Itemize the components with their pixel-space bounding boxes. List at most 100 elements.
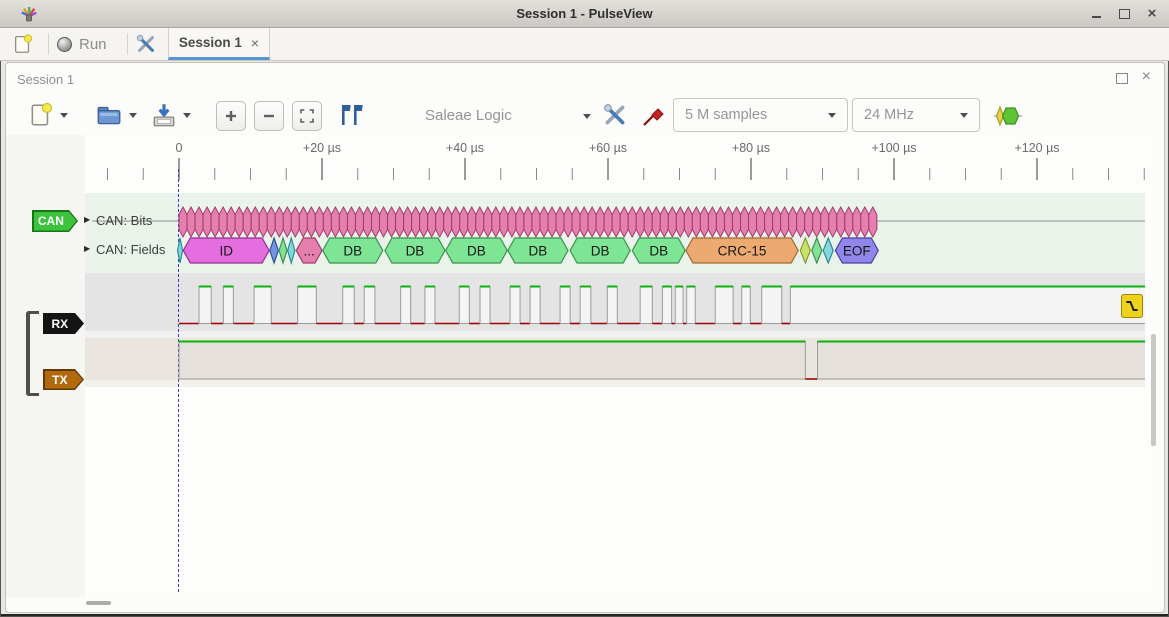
svg-text:0: 0 xyxy=(176,141,183,155)
tx-channel-tag[interactable]: TX xyxy=(43,369,84,390)
save-icon xyxy=(153,104,175,127)
svg-text:DB: DB xyxy=(529,244,548,259)
device-select-caret xyxy=(583,114,591,123)
cursor-flags-icon xyxy=(341,105,363,125)
sample-count-caret xyxy=(828,112,836,122)
channel-group-bracket[interactable] xyxy=(26,311,39,396)
main-toolbar: Run Session 1 × xyxy=(0,28,1169,61)
dock-controls: × xyxy=(1115,68,1151,85)
device-select[interactable]: Saleae Logic xyxy=(425,98,595,132)
minimize-icon xyxy=(1091,15,1101,18)
title-bar: Session 1 - PulseView × xyxy=(0,0,1169,28)
trigger-marker[interactable] xyxy=(1121,294,1143,318)
tab-close-icon[interactable]: × xyxy=(250,34,260,51)
run-button[interactable]: Run xyxy=(57,32,107,56)
wrench-icon xyxy=(136,34,154,52)
tx-tag-fill xyxy=(45,371,83,389)
run-label: Run xyxy=(79,35,107,53)
svg-text:DB: DB xyxy=(591,244,610,259)
add-decoder-button[interactable] xyxy=(993,104,1023,133)
new-file-button[interactable] xyxy=(28,102,54,133)
dock-close-button[interactable]: × xyxy=(1141,68,1151,85)
device-config-button[interactable] xyxy=(602,102,628,133)
svg-text:+60 µs: +60 µs xyxy=(589,141,627,155)
toolbar-separator xyxy=(48,33,49,55)
run-icon xyxy=(57,36,72,52)
app-icon xyxy=(21,7,37,22)
maximize-icon xyxy=(1118,8,1130,19)
expander-icon[interactable]: ▶ xyxy=(84,215,91,224)
svg-text:DB: DB xyxy=(343,244,362,259)
sample-count-select[interactable]: 5 M samples xyxy=(673,98,848,132)
decoder-icon xyxy=(994,105,1022,127)
tx-tag-label: TX xyxy=(52,372,68,387)
horizontal-scrollbar[interactable] xyxy=(86,601,111,605)
rx-channel-tag[interactable]: RX xyxy=(43,313,84,334)
close-button[interactable]: × xyxy=(1143,5,1161,23)
show-cursors-button[interactable] xyxy=(338,103,366,132)
sample-rate-select[interactable]: 24 MHz xyxy=(852,98,980,132)
minimize-button[interactable] xyxy=(1087,5,1105,23)
zoom-in-icon xyxy=(226,111,236,121)
restore-icon xyxy=(1115,73,1128,84)
settings-button[interactable] xyxy=(135,33,157,60)
svg-text:+80 µs: +80 µs xyxy=(732,141,770,155)
save-dropdown[interactable] xyxy=(183,113,191,122)
dock-title: Session 1 xyxy=(17,72,75,87)
rx-row-margin xyxy=(85,331,1145,338)
session-tab-label: Session 1 xyxy=(178,35,242,50)
rx-tag-fill xyxy=(43,313,84,334)
new-session-icon xyxy=(15,34,33,53)
svg-text:+40 µs: +40 µs xyxy=(446,141,484,155)
vertical-scrollbar[interactable] xyxy=(1151,334,1156,446)
time-ruler[interactable]: 0 +20 µs +40 µs +60 µs +80 µs +100 µs +120 µs xyxy=(85,135,1145,180)
toolbar-separator xyxy=(127,33,128,55)
svg-text:DB: DB xyxy=(406,244,425,259)
new-file-icon xyxy=(31,102,53,126)
signal-label-column xyxy=(6,135,85,597)
sample-rate-caret xyxy=(960,112,968,122)
svg-text:+20 µs: +20 µs xyxy=(303,141,341,155)
cursor-line[interactable] xyxy=(178,169,179,592)
decoder-row-fields-label: CAN: Fields xyxy=(96,242,166,257)
svg-text:+120 µs: +120 µs xyxy=(1014,141,1059,155)
save-button[interactable] xyxy=(150,102,178,133)
window-title: Session 1 - PulseView xyxy=(516,6,653,21)
window-controls: × xyxy=(1087,0,1161,27)
zoom-in-button[interactable] xyxy=(216,101,246,131)
can-tag-label: CAN xyxy=(37,214,64,228)
waveform-canvas[interactable]: ID... DB DB DB DB DB DB CRC-15 EOF xyxy=(85,180,1145,592)
rx-tag-label: RX xyxy=(51,316,69,331)
svg-text:DB: DB xyxy=(649,244,668,259)
tx-row-margin xyxy=(85,380,1145,387)
can-tag-fill xyxy=(34,212,77,231)
channels-probe-button[interactable] xyxy=(639,101,665,134)
config-wrench-icon xyxy=(604,104,625,125)
can-decoder-tag[interactable]: CAN xyxy=(32,210,78,232)
maximize-button[interactable] xyxy=(1115,5,1133,23)
svg-text:+100 µs: +100 µs xyxy=(871,141,916,155)
svg-text:ID: ID xyxy=(219,244,233,259)
open-dropdown[interactable] xyxy=(129,113,137,122)
close-icon: × xyxy=(1141,68,1151,85)
svg-text:DB: DB xyxy=(467,244,486,259)
zoom-fit-button[interactable] xyxy=(292,101,322,131)
expander-icon[interactable]: ▶ xyxy=(84,244,91,253)
zoom-out-icon xyxy=(264,114,274,118)
dock-restore-button[interactable] xyxy=(1115,70,1128,84)
zoom-fit-icon xyxy=(300,109,314,123)
open-button[interactable] xyxy=(95,102,123,133)
svg-text:...: ... xyxy=(303,244,314,259)
probe-icon xyxy=(643,108,664,126)
zoom-out-button[interactable] xyxy=(254,101,284,131)
sample-count-value: 5 M samples xyxy=(685,107,768,123)
new-file-dropdown[interactable] xyxy=(60,113,68,122)
decoder-row-bits-label: CAN: Bits xyxy=(96,213,153,228)
svg-text:EOF: EOF xyxy=(843,244,871,259)
new-session-button[interactable] xyxy=(12,33,34,60)
device-select-value: Saleae Logic xyxy=(425,106,512,124)
falling-edge-icon xyxy=(1126,301,1138,311)
close-icon: × xyxy=(1147,5,1157,22)
session-tab[interactable]: Session 1 × xyxy=(168,28,270,60)
